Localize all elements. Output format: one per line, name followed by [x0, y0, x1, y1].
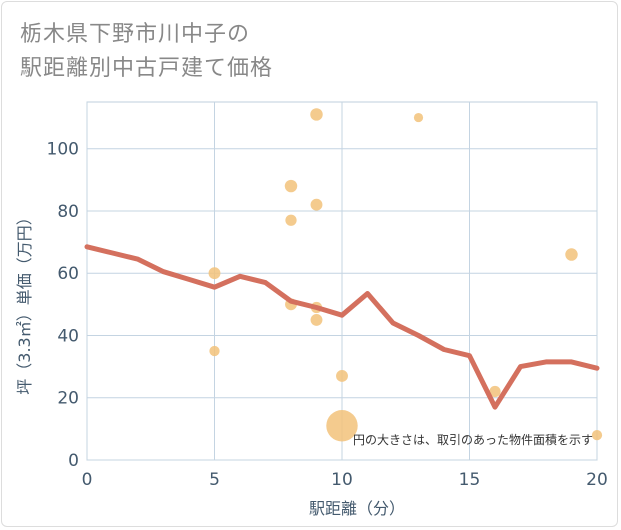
data-point: [285, 214, 297, 226]
x-tick-label: 20: [586, 470, 608, 490]
data-point: [489, 385, 501, 398]
x-tick-label: 10: [331, 470, 353, 490]
data-point: [310, 108, 323, 121]
data-point: [591, 429, 603, 441]
data-point: [326, 410, 358, 442]
x-tick-label: 15: [459, 470, 481, 490]
x-axis-title: 駅距離（分）: [309, 499, 405, 518]
data-point: [284, 179, 298, 193]
y-axis-title: 坪（3.3㎡）単価（万円）: [15, 209, 34, 394]
y-tick-label: 20: [57, 389, 79, 409]
title-line-1: 栃木県下野市川中子の: [20, 22, 251, 47]
data-point: [336, 370, 348, 382]
y-tick-label: 0: [68, 451, 79, 471]
data-point: [310, 198, 323, 211]
x-tick-label: 5: [209, 470, 220, 490]
size-note: 円の大きさは、取引のあった物件面積を示す: [353, 432, 593, 447]
title-line-2: 駅距離別中古戸建て価格: [20, 56, 274, 81]
data-point: [209, 345, 220, 357]
y-tick-label: 40: [57, 326, 79, 346]
y-tick-label: 100: [47, 140, 79, 160]
data-point: [208, 267, 221, 280]
average-price-line: [84, 244, 600, 410]
data-point: [310, 313, 323, 326]
y-tick-label: 60: [57, 264, 79, 284]
chart-title: 栃木県下野市川中子の 駅距離別中古戸建て価格: [20, 18, 273, 86]
data-point: [413, 112, 424, 123]
x-tick-label: 0: [82, 470, 93, 490]
y-tick-label: 80: [57, 202, 79, 222]
data-point: [565, 248, 578, 261]
